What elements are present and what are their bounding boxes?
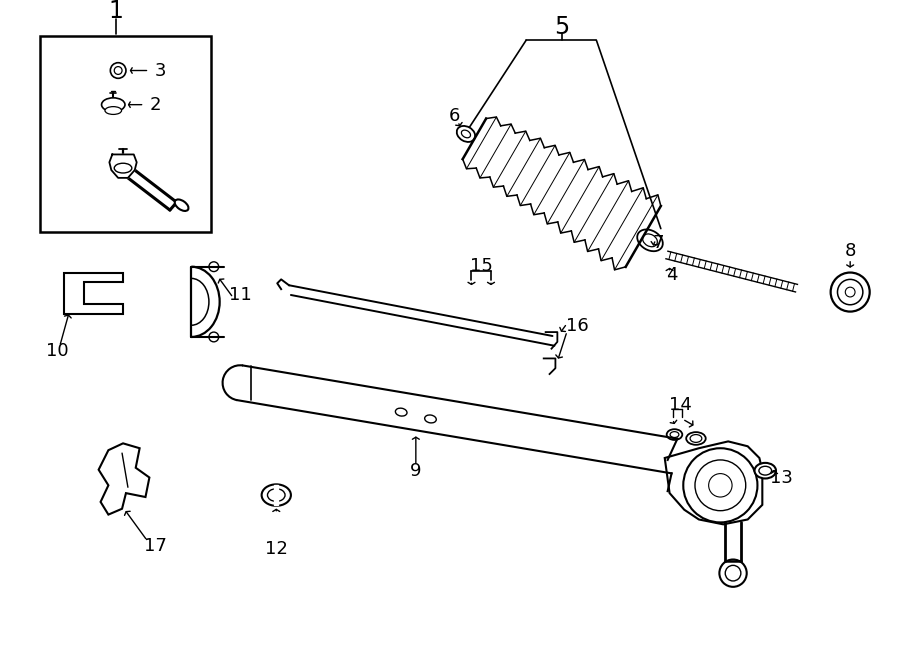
Circle shape bbox=[111, 63, 126, 78]
Text: 9: 9 bbox=[410, 461, 421, 480]
Circle shape bbox=[708, 473, 732, 497]
Text: 12: 12 bbox=[265, 540, 288, 558]
Text: 6: 6 bbox=[449, 107, 461, 126]
Text: 10: 10 bbox=[46, 342, 69, 360]
Ellipse shape bbox=[686, 432, 706, 445]
Circle shape bbox=[114, 67, 122, 75]
Ellipse shape bbox=[462, 130, 471, 137]
Ellipse shape bbox=[637, 229, 662, 251]
Polygon shape bbox=[274, 485, 278, 505]
Circle shape bbox=[845, 287, 855, 297]
Ellipse shape bbox=[175, 200, 188, 211]
Ellipse shape bbox=[670, 432, 679, 438]
Text: 15: 15 bbox=[470, 256, 492, 275]
Ellipse shape bbox=[114, 163, 131, 173]
Ellipse shape bbox=[754, 463, 776, 479]
Circle shape bbox=[838, 280, 863, 305]
Circle shape bbox=[719, 559, 747, 587]
Ellipse shape bbox=[267, 488, 285, 502]
Ellipse shape bbox=[425, 415, 436, 423]
Circle shape bbox=[209, 262, 219, 272]
Circle shape bbox=[831, 272, 869, 311]
Text: 2: 2 bbox=[149, 96, 161, 114]
Text: 16: 16 bbox=[565, 317, 589, 335]
Circle shape bbox=[209, 332, 219, 342]
Text: 8: 8 bbox=[844, 242, 856, 260]
Bar bbox=[40, 36, 211, 231]
Ellipse shape bbox=[456, 126, 475, 142]
Ellipse shape bbox=[643, 234, 657, 247]
Polygon shape bbox=[665, 442, 762, 524]
Text: 5: 5 bbox=[554, 15, 570, 38]
Text: 14: 14 bbox=[669, 397, 692, 414]
Ellipse shape bbox=[759, 466, 771, 475]
Text: 13: 13 bbox=[770, 469, 793, 486]
Polygon shape bbox=[99, 444, 149, 515]
Text: 11: 11 bbox=[229, 286, 251, 304]
Text: 7: 7 bbox=[652, 234, 663, 253]
Circle shape bbox=[695, 460, 746, 511]
Ellipse shape bbox=[690, 434, 702, 442]
Circle shape bbox=[725, 565, 741, 581]
Text: 17: 17 bbox=[144, 537, 166, 555]
Ellipse shape bbox=[102, 98, 125, 112]
Text: 4: 4 bbox=[666, 266, 678, 284]
Ellipse shape bbox=[105, 106, 122, 114]
Text: 1: 1 bbox=[108, 0, 123, 23]
Polygon shape bbox=[110, 155, 137, 178]
Polygon shape bbox=[65, 272, 123, 313]
Text: 3: 3 bbox=[155, 61, 166, 79]
Ellipse shape bbox=[262, 485, 291, 506]
Ellipse shape bbox=[667, 429, 682, 440]
Ellipse shape bbox=[395, 408, 407, 416]
Circle shape bbox=[683, 448, 758, 522]
